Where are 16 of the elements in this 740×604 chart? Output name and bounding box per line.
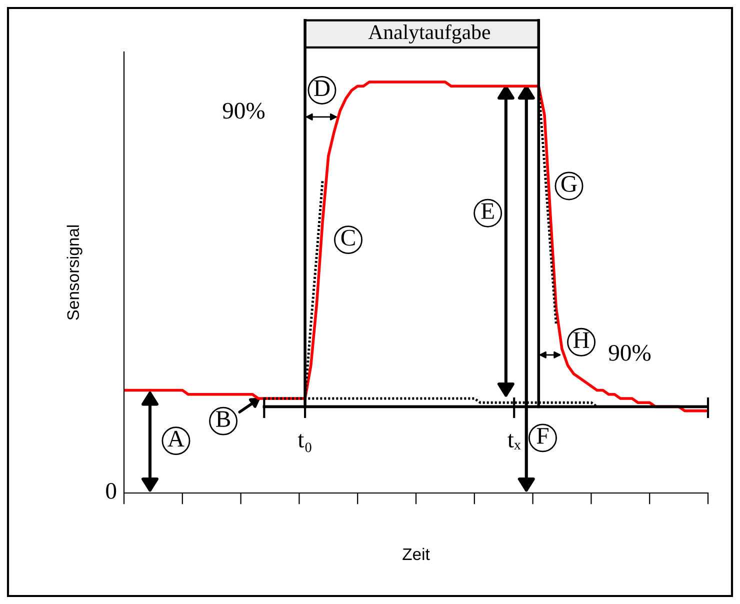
annotation: G [561, 176, 577, 192]
x-axis-title: Zeit [402, 548, 430, 560]
text: Analytaufgabe [368, 24, 490, 44]
annotation: D [314, 80, 330, 96]
text: 0 [106, 482, 116, 499]
annotation: tₓ [508, 434, 521, 450]
annotation: B [216, 411, 230, 427]
annotation: 90% [222, 102, 265, 119]
annotation: 90% [608, 344, 651, 361]
annotation: A [168, 430, 184, 446]
annotation: t₀ [298, 434, 312, 452]
annotation: C [341, 230, 355, 246]
annotation: E [481, 203, 494, 219]
y-axis-title: Sensorsignal [66, 225, 82, 320]
annotation: H [573, 332, 590, 348]
annotation: F [536, 428, 548, 444]
